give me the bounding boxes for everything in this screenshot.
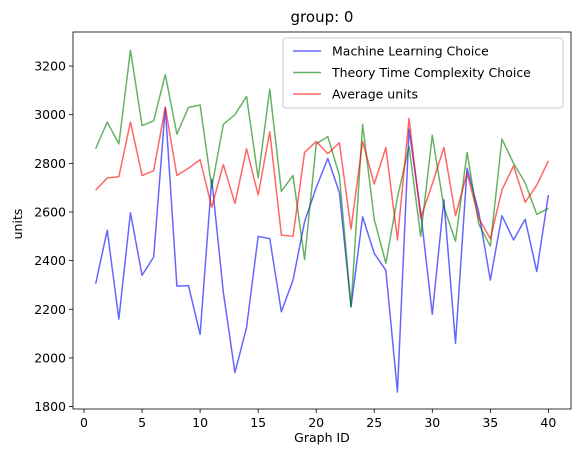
series-line-3: [95, 106, 550, 241]
y-tick-label: 2000: [34, 350, 66, 365]
y-tick-label: 2600: [34, 204, 66, 219]
x-tick-label: 10: [192, 415, 208, 430]
y-tick-label: 2200: [34, 302, 66, 317]
y-tick-label: 2400: [34, 253, 66, 268]
y-tick-label: 1800: [34, 399, 66, 414]
x-tick-label: 15: [250, 415, 266, 430]
plot-area: [72, 31, 572, 410]
x-tick-label: 25: [366, 415, 382, 430]
x-tick-label: 20: [308, 415, 324, 430]
legend-box: [282, 37, 564, 109]
series-line-2: [94, 49, 549, 308]
legend-label: Theory Time Complexity Choice: [331, 65, 531, 80]
y-tick-label: 3000: [34, 107, 66, 122]
x-axis-label: Graph ID: [294, 430, 350, 445]
x-tick-label: 35: [482, 415, 498, 430]
x-axis: 0 5 10 15 20 25 30 35 40: [80, 409, 556, 430]
series-line-1: [94, 106, 550, 393]
legend: Machine Learning Choice Theory Time Compl…: [282, 37, 564, 109]
y-tick-label: 2800: [34, 156, 66, 171]
chart-title: group: 0: [291, 8, 354, 26]
y-axis: 1800 2000 2200 2400 2600 2800 3000 3200: [34, 59, 73, 414]
plot-frame: [72, 31, 572, 410]
x-tick-label: 5: [138, 415, 146, 430]
y-axis-label: units: [10, 209, 25, 240]
x-tick-label: 30: [424, 415, 440, 430]
x-tick-label: 40: [540, 415, 556, 430]
legend-label: Machine Learning Choice: [332, 44, 489, 59]
x-tick-label: 0: [80, 415, 88, 430]
legend-label: Average units: [332, 87, 418, 102]
y-tick-label: 3200: [34, 59, 66, 74]
